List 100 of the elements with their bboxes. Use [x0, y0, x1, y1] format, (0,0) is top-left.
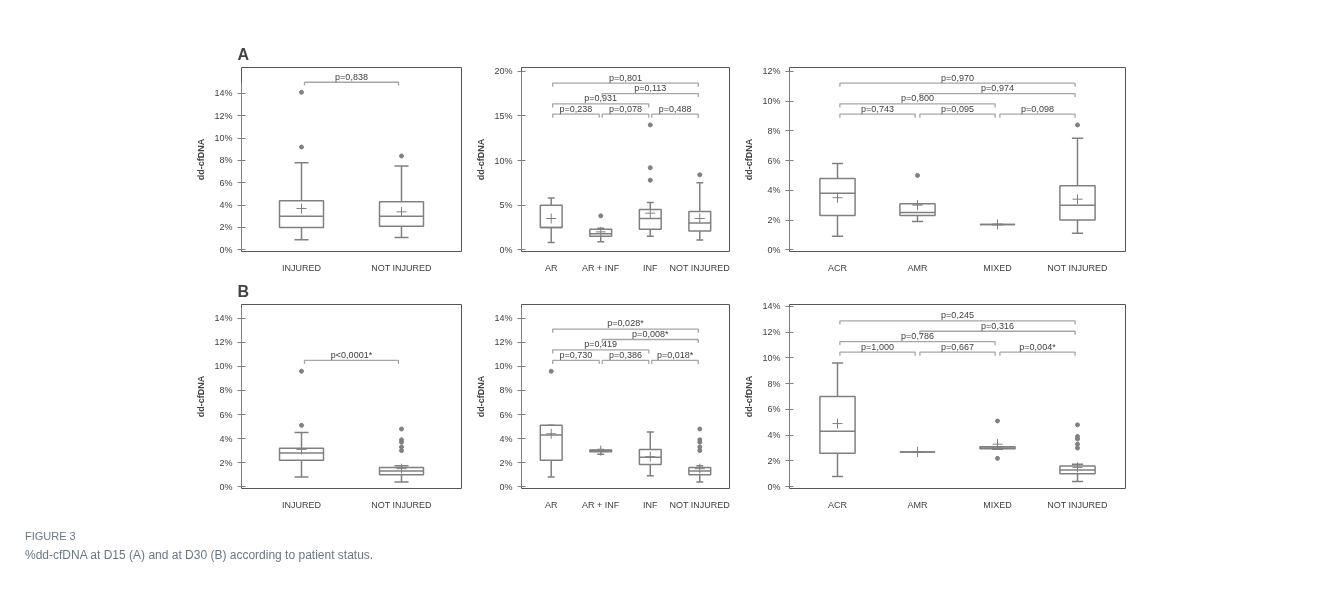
y-tick-label: 4% — [219, 433, 233, 444]
annotation: p=0,488 — [658, 103, 692, 114]
y-tick-label: 12% — [762, 66, 781, 77]
text: %dd-cfDNA at D15 (A) and at D30 (B) according to patient status. — [25, 546, 374, 564]
y-tick-label: 4% — [499, 433, 513, 444]
annotation: p=0,386 — [609, 349, 642, 360]
y-tick-label: 4% — [767, 430, 781, 441]
y-axis-title: dd-cfDNA — [476, 375, 487, 418]
annotation: p=0,730 — [559, 349, 593, 360]
y-tick-label: 0% — [499, 481, 513, 492]
y-tick-label: 12% — [762, 327, 781, 338]
annotation: p=0,800 — [901, 93, 934, 104]
y-tick-label: 4% — [219, 200, 233, 211]
y-axis-title: dd-cfDNA — [196, 138, 207, 181]
y-tick-label: 5% — [499, 200, 513, 211]
y-tick-label: 6% — [219, 409, 233, 420]
x-tick-label: AR + INF — [582, 499, 620, 510]
x-tick-label: NOT INJURED — [1047, 499, 1109, 510]
y-tick-label: 2% — [767, 455, 781, 466]
annotation: p=0,419 — [584, 339, 618, 350]
annotation: p=0,004* — [1019, 341, 1057, 352]
annotation: p=0,098 — [1021, 103, 1054, 114]
annotation: p=0,028* — [607, 318, 645, 329]
x-tick-label: NOT INJURED — [669, 499, 731, 510]
y-tick-label: 10% — [762, 96, 781, 107]
annotation: p=1,000 — [861, 341, 894, 352]
annotation: p=0,008* — [632, 328, 669, 339]
y-tick-label: 6% — [219, 177, 233, 188]
annotation: p=0,743 — [861, 103, 894, 114]
y-tick-label: 10% — [494, 361, 513, 372]
y-tick-label: 4% — [767, 185, 781, 196]
x-tick-label: INJURED — [282, 499, 322, 510]
y-tick-label: 10% — [494, 155, 513, 166]
y-tick-label: 8% — [767, 378, 781, 389]
x-tick-label: MIXED — [983, 499, 1013, 510]
x-tick-label: AMR — [907, 262, 928, 273]
y-tick-label: 0% — [219, 481, 233, 492]
annotation: p=0,095 — [941, 103, 974, 114]
x-tick-label: AR — [544, 262, 558, 273]
x-tick-label: ACR — [828, 262, 848, 273]
y-axis-title: dd-cfDNA — [476, 138, 487, 181]
y-tick-label: 14% — [214, 88, 233, 99]
y-tick-label: 6% — [499, 409, 513, 420]
annotation: p=0,316 — [981, 320, 1014, 331]
text: FIGURE 3 — [25, 529, 77, 544]
y-axis-title: dd-cfDNA — [744, 375, 755, 418]
x-tick-label: INF — [643, 499, 659, 510]
y-tick-label: 0% — [219, 244, 233, 255]
y-tick-label: 12% — [494, 337, 513, 348]
y-tick-label: 8% — [219, 155, 233, 166]
annotation: p=0,931 — [584, 93, 618, 104]
annotation: p=0,113 — [634, 83, 667, 93]
x-tick-label: AR — [544, 499, 558, 510]
x-tick-label: ACR — [828, 499, 848, 510]
y-tick-label: 12% — [214, 110, 233, 121]
x-tick-label: MIXED — [983, 262, 1013, 273]
y-tick-label: 2% — [499, 457, 513, 468]
x-tick-label: INF — [643, 262, 659, 273]
x-tick-label: AR + INF — [582, 262, 620, 273]
y-tick-label: 8% — [219, 385, 233, 396]
annotation: p=0,245 — [941, 310, 974, 321]
y-axis-title: dd-cfDNA — [744, 138, 755, 181]
y-tick-label: 0% — [499, 244, 513, 255]
y-tick-label: 20% — [494, 66, 513, 77]
x-tick-label: AMR — [907, 499, 928, 510]
annotation: p=0,786 — [901, 331, 934, 342]
annotation: p=0,970 — [941, 72, 974, 83]
x-tick-label: NOT INJURED — [1047, 262, 1109, 273]
chart-title: B — [237, 282, 250, 300]
annotation: p=0,238 — [559, 103, 593, 114]
x-tick-label: NOT INJURED — [669, 262, 731, 273]
annotation: p=0,801 — [609, 72, 642, 83]
y-tick-label: 10% — [762, 352, 781, 363]
x-tick-label: INJURED — [282, 262, 322, 273]
y-tick-label: 12% — [214, 337, 233, 348]
y-tick-label: 8% — [767, 125, 781, 136]
y-tick-label: 2% — [219, 222, 233, 233]
y-tick-label: 2% — [767, 215, 781, 225]
annotation: p=0,667 — [941, 341, 974, 352]
annotation: p=0,078 — [609, 103, 642, 114]
y-tick-label: 2% — [219, 457, 233, 468]
y-tick-label: 8% — [499, 385, 513, 396]
y-tick-label: 15% — [494, 111, 513, 121]
y-tick-label: 14% — [494, 313, 513, 324]
y-tick-label: 14% — [762, 301, 781, 312]
y-tick-label: 0% — [767, 481, 781, 492]
annotation: p=0,974 — [981, 83, 1014, 93]
y-tick-label: 6% — [767, 404, 781, 415]
y-axis-title: dd-cfDNA — [196, 375, 207, 418]
y-tick-label: 0% — [767, 244, 781, 255]
y-tick-label: 10% — [214, 361, 233, 372]
y-tick-label: 10% — [214, 133, 233, 144]
text: p=0,838 — [335, 71, 368, 82]
y-tick-label: 6% — [767, 155, 781, 166]
y-tick-label: 14% — [214, 313, 233, 324]
x-tick-label: NOT INJURED — [371, 262, 433, 273]
annotation: p<0,0001* — [330, 349, 373, 360]
annotation: p=0,018* — [656, 349, 694, 360]
chart-title: A — [237, 45, 250, 63]
x-tick-label: NOT INJURED — [371, 499, 433, 510]
